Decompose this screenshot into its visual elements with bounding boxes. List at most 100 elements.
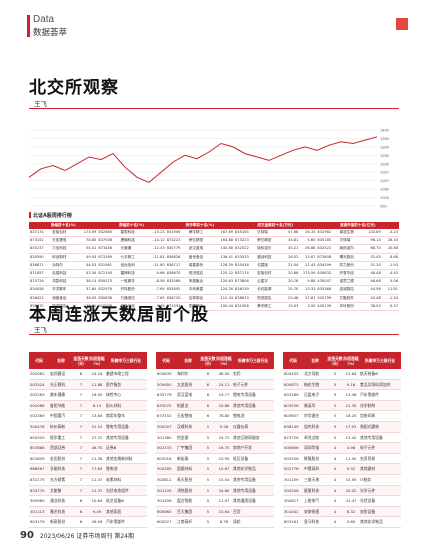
table-row: 836422 润普食品 36.05 830838 万通液压 -7.65 836720 吉林碳谷… (29, 294, 399, 303)
table-cell: 太龙股份 (176, 379, 200, 391)
table-row: 600435 北方导航 5 12.64 航天装备Ⅲ (283, 369, 401, 380)
table-cell: 24.72 (216, 432, 232, 444)
chart-y-axis: 1400 1350 1300 1250 1200 1150 1100 1050 1000 950 (380, 128, 390, 208)
table-cell: 安防设备 (359, 506, 401, 518)
table-cell: 美诺华 (303, 400, 327, 412)
table-cell: 6.32 (343, 506, 359, 518)
table1-header-cell: 换手率前十名(%) (165, 222, 235, 229)
chart-y-tick-label: 1000 (380, 195, 390, 200)
table-cell: 创远信科 (119, 261, 146, 270)
table-cell: 002556 (283, 453, 303, 465)
table-cell: 广宇集团 (176, 442, 200, 454)
table-row: 301113 雅艺科技 6 9.49 其他家居 (29, 506, 147, 518)
table-cell: 301042 (283, 506, 303, 518)
table-row: 603538 美诺华 5 21.35 化学制剂 (283, 400, 401, 412)
table-row: 834770 艾能聚 7 12.37 光伏电池组件 (29, 485, 147, 497)
table-cell: 835892 (165, 285, 188, 295)
table-cell: 38.50 (364, 302, 382, 311)
table-cell: 其他家居 (105, 506, 147, 518)
table-cell: 百货 (232, 506, 274, 518)
table-cell: 同力股份 (338, 261, 365, 270)
table-cell: 海利尔 (176, 369, 200, 380)
table-cell: 872808 (316, 253, 339, 262)
table-cell: 6 (200, 369, 216, 380)
table-cell: 832885 (97, 229, 120, 238)
table-cell: 11.00 (343, 453, 359, 465)
table-cell: -3.23 (381, 229, 399, 238)
table-cell: 002524 (29, 379, 49, 391)
chart-y-tick-label: 1350 (380, 136, 390, 141)
table-cell: 301159 (283, 474, 303, 486)
table-cell: 603286 (283, 389, 303, 401)
table2-header-cell: 名称 (49, 352, 73, 369)
table-cell: 贝特瑞 (338, 236, 365, 246)
table-cell: 9.28 (216, 421, 232, 433)
table-cell: 830832 (316, 269, 339, 279)
table-cell: 300827 (283, 495, 303, 507)
table-row: 301456 盘古智能 5 11.97 其他通用设备 (156, 495, 274, 507)
table-cell: -7.56 (145, 302, 166, 311)
table1-header-cell: 成交金额前十名(万元) (234, 222, 317, 229)
table-row: 002088 鲁阳节能 7 6.15 耐火材料 (29, 400, 147, 412)
table-cell: 873223 (165, 236, 188, 246)
index-chart: 1400 1350 1300 1250 1200 1150 1100 1050 1000 950 (29, 128, 390, 208)
table-cell: -15.23 (145, 229, 166, 238)
table-cell: 深圳华强 (303, 442, 327, 454)
table-row: 834058 华洋赛车 37.60 832978 开特股份 -7.65 835892 中科美菱… (29, 285, 399, 295)
table-cell: 纳科诺尔 (256, 244, 283, 254)
chart-y-tick-label: 1200 (380, 161, 390, 166)
table-cell: 万通液压 (119, 294, 146, 303)
table-cell: 医疗服务 (105, 379, 147, 391)
table-cell: 7 (73, 410, 89, 422)
table-cell: 锦波生物 (338, 229, 365, 238)
table-cell: -4.45 (381, 269, 399, 279)
table-cell: -7.65 (145, 285, 166, 295)
table2-header-cell: 阶段涨幅（%） (343, 352, 359, 369)
table-cell: -11.80 (145, 261, 166, 270)
table-cell: 19.77 (216, 389, 232, 401)
table-cell: 化学制剂 (359, 400, 401, 412)
table-cell: 11.97 (216, 495, 232, 507)
table-cell: 603639 (156, 369, 176, 380)
table-cell: 836871 (29, 261, 52, 270)
table-cell: 15.67 (299, 253, 317, 262)
table-cell: 871553 (165, 302, 188, 311)
table-cell: 国瓷材料 (176, 463, 200, 475)
table-row: 300478 杭州高新 7 51.51 锂电专用设备 (29, 421, 147, 433)
table-cell: 20.70 (282, 285, 300, 295)
article-title-2: 本周连涨天数居前个股 (29, 305, 209, 325)
table-cell: 其他专用设备 (232, 474, 274, 486)
table-cell: 日盈电子 (303, 389, 327, 401)
table-cell: 13.42 (343, 432, 359, 444)
table-row: 838670 恒进感应 27.81 920008 成电光信 -7.56 871553 凯腾精工… (29, 302, 399, 311)
table-cell: 连城数控 (338, 285, 365, 295)
table-cell: 梅花生物 (303, 379, 327, 391)
table-cell: 5 (200, 474, 216, 486)
table-cell: 4 (327, 453, 343, 465)
weekly-ranking-table: 涨幅前十名(%) 跌幅前十名(%) 换手率前十名(%) 成交金额前十名(万元) 流通市值… (29, 222, 399, 311)
article-author-1: 王飞 (34, 100, 47, 108)
table-cell: 15.59 (343, 474, 359, 486)
table-cell: 835438 (234, 261, 257, 270)
table-cell: 7 (73, 485, 89, 497)
table-cell: 837006 (97, 236, 120, 246)
table-row: 002778 中晟高科 4 9.32 其他建材 (283, 463, 401, 475)
table-cell: 4 (327, 516, 343, 528)
table-cell: 430047 (316, 277, 339, 287)
table-cell: 仪器仪表 (232, 421, 274, 433)
table-cell: 601609 (29, 453, 49, 465)
table-cell: 167.69 (213, 229, 235, 238)
table-cell: 7 (73, 389, 89, 401)
table-row: 300812 易天股份 5 15.04 其他专用设备 (156, 474, 274, 486)
page-footer: 90 2023/06/26 证券市场周刊 第24期 (20, 530, 134, 541)
table-cell: 7 (73, 453, 89, 465)
table-cell: -8.58 (145, 277, 166, 287)
table2-header-cell: 代码 (29, 352, 49, 369)
table-cell: 农药 (232, 369, 274, 380)
table-row: 002389 中国重汽 7 13.64 商用车整车 (29, 410, 147, 422)
table-row: 870726 鸿智科技 38.13 839273 一致魔芋 -8.58 832089 禾昌聚合… (29, 277, 399, 287)
table-row: 000606 深圳华强 4 4.98 电子元件 (283, 442, 401, 454)
table-cell: 七丰精工 (119, 253, 146, 262)
table-cell: 体检中心 (105, 389, 147, 401)
table-cell: 603538 (283, 400, 303, 412)
